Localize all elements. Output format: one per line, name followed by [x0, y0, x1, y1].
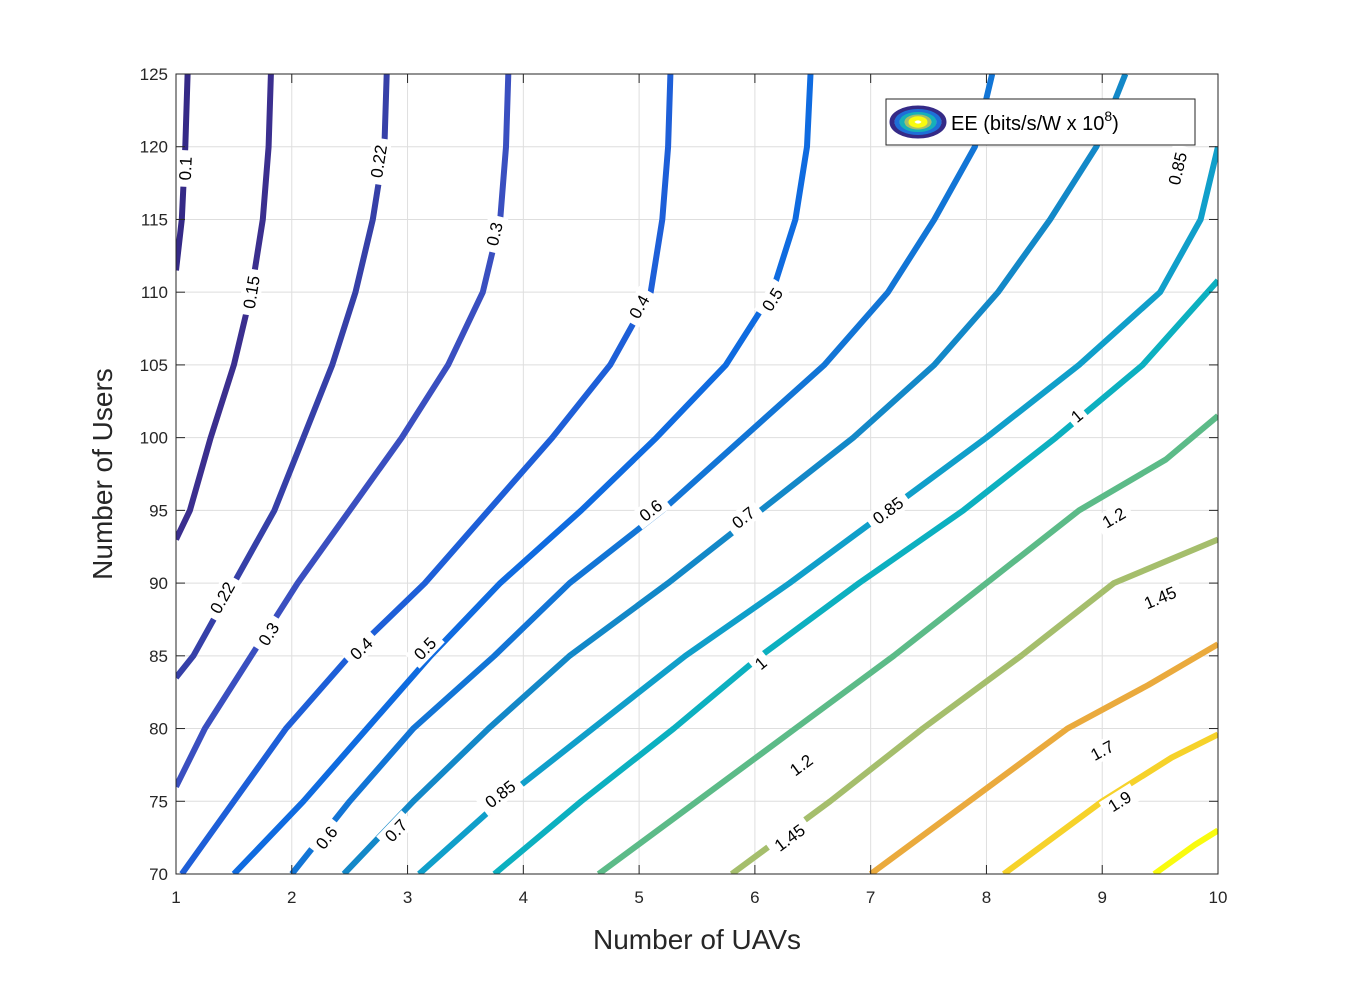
contour-label-gap	[1135, 579, 1186, 616]
contour-line-0-3	[176, 74, 512, 789]
contour-label: 1	[1063, 402, 1090, 430]
y-axis-title: Number of Users	[87, 368, 118, 580]
contour-label-gap	[174, 149, 197, 188]
x-tick-label: 6	[750, 888, 759, 907]
contour-line-1-45	[729, 536, 1218, 874]
y-tick-label: 105	[140, 356, 168, 375]
contour-icon-center	[915, 120, 921, 124]
contour-label-text: 0.15	[240, 274, 264, 310]
contour-label: 0.3	[480, 213, 509, 255]
contour-label: 0.1	[174, 149, 197, 188]
contour-line-2-1	[1152, 827, 1218, 874]
x-tick-label: 4	[519, 888, 528, 907]
contour-label-gap	[765, 815, 815, 860]
x-tick-label: 1	[171, 888, 180, 907]
contour-label-gap	[722, 498, 764, 537]
x-tick-label: 2	[287, 888, 296, 907]
y-tick-label: 115	[141, 210, 168, 229]
contour-label-gap	[630, 491, 672, 530]
axes-frame	[175, 73, 1219, 875]
contour-label-gap	[747, 649, 774, 677]
legend-label: EE (bits/s/W x 108)	[951, 108, 1119, 135]
y-tick-label: 85	[149, 647, 168, 666]
x-tick-label: 8	[982, 888, 991, 907]
y-tick-label: 110	[141, 283, 168, 302]
y-tick-label: 75	[149, 792, 168, 811]
contour-label-gap	[237, 267, 265, 317]
contour-line-0-4	[179, 74, 674, 874]
x-axis-title: Number of UAVs	[593, 924, 801, 955]
contour-label-text: 0.1	[176, 156, 196, 181]
contour-label-text: 0.3	[483, 220, 507, 247]
y-tick-label: 95	[149, 501, 168, 520]
contour-label-gap	[863, 488, 913, 533]
contour-label-gap	[754, 278, 791, 321]
contour-label-gap	[307, 817, 346, 859]
y-tick-label: 90	[149, 574, 168, 593]
contour-line-0-7	[341, 74, 1129, 874]
contour-icon-ring	[889, 105, 947, 139]
contour-line-1	[492, 278, 1218, 874]
y-tick-label: 120	[140, 138, 168, 157]
plot-area	[176, 74, 1218, 874]
legend: EE (bits/s/W x 108)	[885, 98, 1196, 146]
contour-line-1-9	[1002, 731, 1218, 874]
y-tick-label: 70	[149, 865, 168, 884]
contour-label-gap	[1098, 783, 1141, 820]
contour-label-gap	[1092, 499, 1135, 536]
x-tick-label: 9	[1097, 888, 1106, 907]
contour-label-gap	[480, 213, 509, 255]
contour-label-gap	[475, 771, 525, 817]
x-tick-label: 5	[634, 888, 643, 907]
contour-label-gap	[365, 137, 393, 186]
contour-label-gap	[780, 746, 822, 784]
contour-label: 0.22	[365, 137, 393, 186]
contour-label: 1	[747, 649, 774, 677]
contour-line-1-2	[596, 413, 1218, 874]
x-tick-label: 10	[1209, 888, 1228, 907]
contour-label-gap	[202, 572, 243, 623]
contour-icon	[889, 105, 947, 139]
contour-line-0-6	[289, 74, 996, 874]
contour-label-gap	[1162, 143, 1193, 194]
contour-label-gap	[1063, 402, 1090, 430]
ticks: 1 2 3 4 5 6 7 8 9 10 70 75 80 85 90 95 100 105 110 115 120 12…	[140, 65, 1228, 907]
contour-label-text: 0.22	[367, 144, 391, 180]
contour-line-0-15	[176, 74, 274, 541]
y-tick-label: 100	[140, 429, 168, 448]
contour-line-0-5	[231, 74, 814, 874]
contour-label-gap	[250, 613, 287, 655]
contour-icon-ring	[894, 109, 942, 135]
contour-line-1-7	[868, 641, 1218, 874]
contour-label-gap	[621, 285, 657, 328]
contour-icon-ring	[908, 116, 928, 128]
x-tick-label: 3	[403, 888, 412, 907]
contour-label-gap	[405, 628, 445, 669]
contour-label: 0.15	[237, 267, 265, 317]
contour-label-gap	[341, 628, 382, 669]
y-tick-label: 80	[149, 720, 168, 739]
contour-label-gap	[1081, 732, 1124, 768]
x-tick-label: 7	[866, 888, 875, 907]
y-tick-label: 125	[140, 65, 168, 84]
contour-label-gap	[376, 810, 416, 851]
